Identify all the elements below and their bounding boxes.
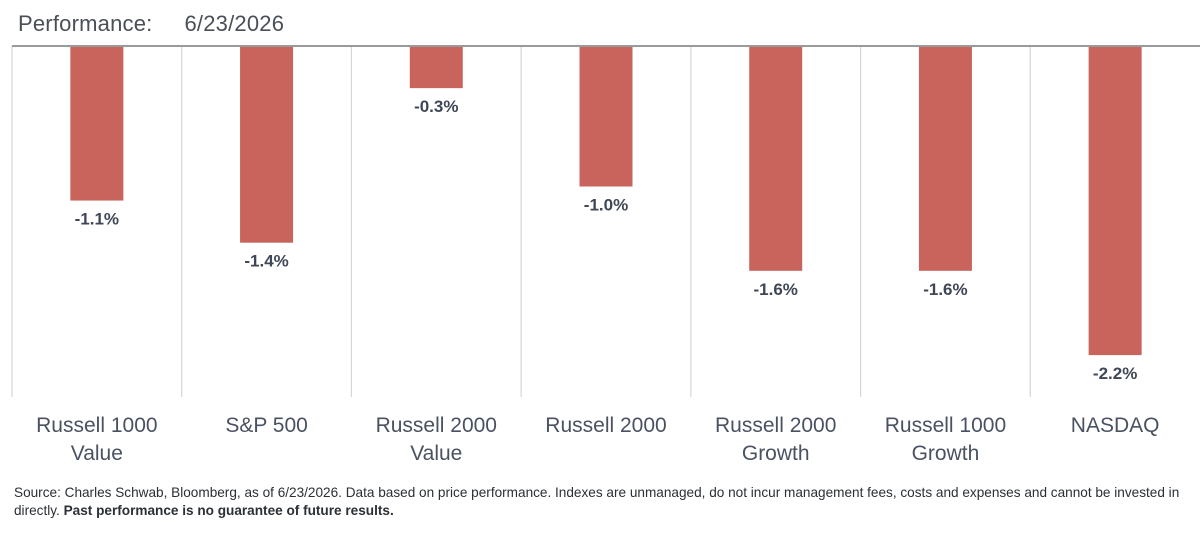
chart-header: Performance: 6/23/2026: [18, 8, 284, 40]
bar: [579, 46, 633, 187]
category-label: Russell 1000: [885, 414, 1006, 437]
bar: [1088, 46, 1142, 356]
data-label: -1.1%: [75, 210, 119, 229]
category-label: S&P 500: [225, 414, 308, 437]
data-label: -1.6%: [923, 280, 967, 299]
category-label: Value: [410, 442, 462, 465]
footnote-text: Source: Charles Schwab, Bloomberg, as of…: [14, 485, 1180, 518]
bar: [749, 46, 803, 271]
bar: [240, 46, 294, 243]
bar: [70, 46, 124, 201]
source-footnote: Source: Charles Schwab, Bloomberg, as of…: [14, 484, 1186, 520]
performance-label: Performance:: [18, 11, 153, 36]
category-label: Russell 1000: [36, 414, 157, 437]
data-label: -1.6%: [754, 280, 798, 299]
bar: [409, 46, 463, 89]
category-label: Growth: [912, 442, 980, 465]
category-label: NASDAQ: [1071, 414, 1160, 437]
category-label: Growth: [742, 442, 810, 465]
data-label: -1.4%: [244, 252, 288, 271]
category-label: Value: [71, 442, 123, 465]
footnote-disclaimer: Past performance is no guarantee of futu…: [63, 503, 394, 518]
bar: [918, 46, 972, 271]
bar-chart: -1.1% Russell 1000 Value -1.4% S&P 500 -0.3% R…: [11, 45, 1200, 465]
data-label: -2.2%: [1093, 364, 1137, 383]
data-label: -1.0%: [584, 196, 628, 215]
data-label: -0.3%: [414, 97, 458, 116]
category-label: Russell 2000: [376, 414, 497, 437]
category-label: Russell 2000: [545, 414, 666, 437]
performance-date: 6/23/2026: [184, 11, 285, 36]
category-label: Russell 2000: [715, 414, 836, 437]
